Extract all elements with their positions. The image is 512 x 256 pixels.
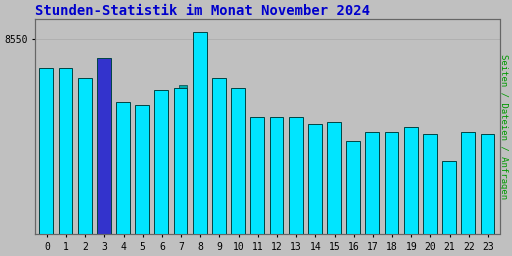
Bar bbox=[193, 31, 207, 234]
Bar bbox=[410, 130, 417, 234]
Bar bbox=[346, 141, 360, 234]
Bar bbox=[385, 132, 398, 234]
Bar bbox=[308, 124, 322, 234]
Bar bbox=[480, 134, 494, 234]
Bar bbox=[198, 41, 206, 234]
Bar bbox=[404, 127, 418, 234]
Bar bbox=[442, 161, 456, 234]
Bar bbox=[231, 88, 245, 234]
Bar bbox=[122, 107, 129, 234]
Bar bbox=[289, 117, 303, 234]
Bar bbox=[429, 137, 436, 234]
Bar bbox=[486, 137, 494, 234]
Bar bbox=[212, 78, 226, 234]
Text: Stunden-Statistik im Monat November 2024: Stunden-Statistik im Monat November 2024 bbox=[35, 4, 370, 18]
Bar bbox=[423, 134, 437, 234]
Bar bbox=[39, 68, 53, 234]
Bar bbox=[313, 128, 321, 234]
Bar bbox=[116, 102, 130, 234]
Bar bbox=[250, 117, 264, 234]
Bar bbox=[45, 73, 53, 234]
Bar bbox=[58, 68, 72, 234]
Bar bbox=[448, 164, 455, 234]
Bar bbox=[179, 85, 187, 234]
Bar bbox=[390, 135, 398, 234]
Bar bbox=[333, 125, 340, 234]
Bar bbox=[135, 105, 149, 234]
Bar bbox=[461, 132, 475, 234]
Bar bbox=[366, 132, 379, 234]
Bar bbox=[174, 88, 187, 234]
Bar bbox=[294, 120, 302, 234]
Bar bbox=[78, 78, 92, 234]
Y-axis label: Seiten / Dateien / Anfragen: Seiten / Dateien / Anfragen bbox=[499, 54, 508, 199]
Bar bbox=[83, 83, 91, 234]
Bar bbox=[269, 117, 283, 234]
Bar bbox=[64, 73, 72, 234]
Bar bbox=[256, 121, 264, 234]
Bar bbox=[237, 93, 244, 234]
Bar bbox=[467, 135, 475, 234]
Bar bbox=[371, 135, 378, 234]
Bar bbox=[327, 122, 341, 234]
Bar bbox=[155, 90, 168, 234]
Bar bbox=[141, 110, 148, 234]
Bar bbox=[352, 145, 359, 234]
Bar bbox=[160, 95, 167, 234]
Bar bbox=[97, 58, 111, 234]
Bar bbox=[218, 85, 225, 234]
Bar bbox=[275, 120, 283, 234]
